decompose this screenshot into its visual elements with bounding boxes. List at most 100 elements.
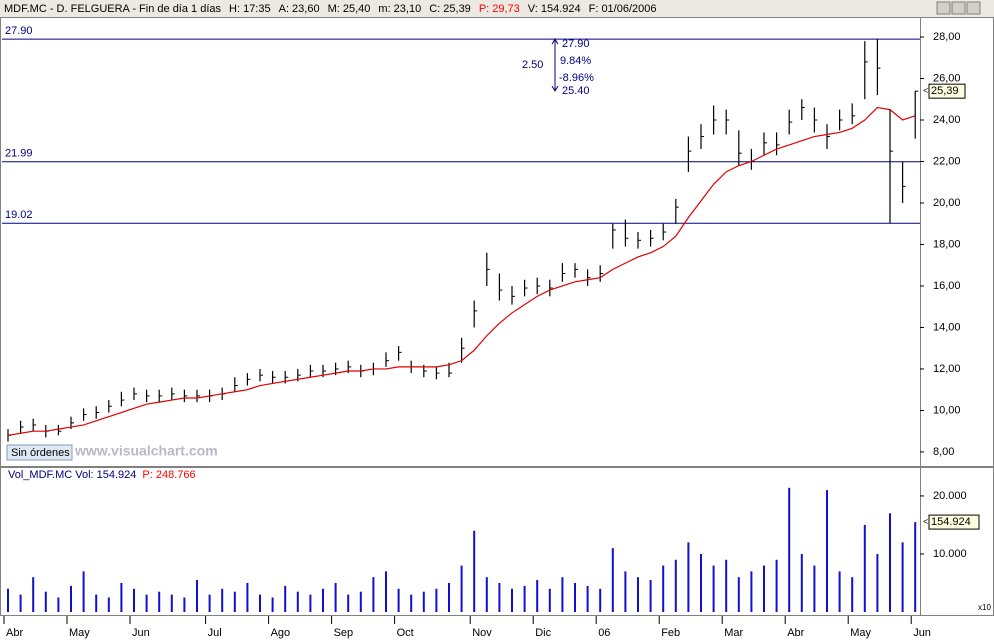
level-label: 19.02 <box>5 209 33 221</box>
volume-bar <box>95 594 98 612</box>
volume-bar <box>611 548 614 612</box>
header-item: H: 17:35 <box>229 3 271 15</box>
volume-bar <box>347 594 350 612</box>
x-tick-label: Jul <box>208 627 222 639</box>
volume-bar <box>561 577 564 612</box>
header-item: MDF.MC - D. FELGUERA - Fin de día 1 días <box>4 3 222 15</box>
header-item: F: 01/06/2006 <box>589 3 657 15</box>
volume-title: Vol_MDF.MC Vol: 154.924 <box>8 469 136 481</box>
volume-bar <box>422 591 425 612</box>
x-tick-label: Abr <box>787 627 804 639</box>
volume-bar <box>372 577 375 612</box>
volume-bar <box>233 591 236 612</box>
scale-label: x10 <box>978 603 991 612</box>
header-item: m: 23,10 <box>378 3 421 15</box>
x-tick-label: Nov <box>472 627 492 639</box>
volume-bar <box>637 577 639 612</box>
x-tick-label: Feb <box>661 627 680 639</box>
current-label: 25,39 <box>931 85 959 97</box>
y-tick-label: 20,00 <box>933 197 961 209</box>
y-tick-label: 18,00 <box>933 238 961 250</box>
window-buttons <box>936 1 981 15</box>
header-item: C: 25,39 <box>429 3 471 15</box>
current-label: 154.924 <box>931 516 971 528</box>
volume-bar <box>57 597 60 612</box>
y-tick-label: 8,00 <box>933 446 954 458</box>
y-tick-label: 24,00 <box>933 114 961 126</box>
volume-bar <box>435 588 438 612</box>
header-item: M: 25,40 <box>328 3 371 15</box>
x-tick-label: May <box>850 627 871 639</box>
y-tick-label: 26,00 <box>933 72 961 84</box>
volume-bar <box>876 553 879 612</box>
y-tick-label: 28,00 <box>933 31 961 43</box>
current-box <box>928 83 966 99</box>
header-item: V: 154.924 <box>528 3 581 15</box>
volume-bar <box>725 559 728 612</box>
volume-bar <box>889 513 891 612</box>
volume-bar <box>473 530 476 612</box>
x-tick-label: Sep <box>334 627 354 639</box>
maximize-button[interactable] <box>951 1 966 15</box>
volume-bar <box>750 571 753 612</box>
header-bar <box>0 0 994 17</box>
volume-bar <box>359 591 362 612</box>
volume-bar <box>7 588 9 612</box>
volume-bar <box>800 553 803 612</box>
volume-bar <box>208 594 211 612</box>
volume-bar <box>44 591 47 612</box>
x-tick-label: May <box>69 627 90 639</box>
close-button[interactable] <box>966 1 981 15</box>
moving-average <box>7 106 916 436</box>
volume-bar <box>196 580 198 612</box>
volume-bar <box>838 571 841 612</box>
volume-bar <box>485 577 488 612</box>
volume-bar <box>712 565 715 612</box>
y-tick-label: 16,00 <box>933 280 961 292</box>
volume-bar <box>296 591 299 612</box>
volume-bar <box>498 582 501 612</box>
volume-bar <box>599 588 602 612</box>
volume-bar <box>624 571 627 612</box>
minimize-button[interactable] <box>936 1 951 15</box>
header-item: A: 23,60 <box>279 3 320 15</box>
volume-bar <box>385 571 387 612</box>
volume-bar <box>737 577 740 612</box>
current-marker: < <box>923 86 928 96</box>
level-label: 21.99 <box>5 148 33 160</box>
measure-pct-up: 9.84% <box>560 55 591 67</box>
volume-bar <box>548 588 551 612</box>
volume-bar <box>271 597 274 612</box>
volume-bar <box>145 594 148 612</box>
y-tick-label: 14,00 <box>933 321 961 333</box>
volume-bar <box>536 580 539 612</box>
orders-button[interactable] <box>6 444 73 461</box>
volume-bar <box>662 565 665 612</box>
current-box <box>928 514 980 530</box>
volume-bar <box>448 582 450 612</box>
volume-bar <box>700 553 702 612</box>
orders-button-label[interactable]: Sin órdenes <box>11 447 70 459</box>
volume-bar <box>107 597 110 612</box>
volume-bar <box>813 565 816 612</box>
x-tick-label: Ago <box>271 627 291 639</box>
volume-bar <box>523 585 526 612</box>
header-item: P: 29,73 <box>479 3 520 15</box>
volume-bar <box>763 565 765 612</box>
volume-bar <box>334 582 337 612</box>
volume-bar <box>775 559 778 612</box>
x-tick-label: Dic <box>535 627 551 639</box>
measure-pct-down: -8.96% <box>559 72 594 84</box>
volume-bar <box>259 594 261 612</box>
volume-bar <box>851 577 854 612</box>
x-tick-label: Oct <box>397 627 414 639</box>
volume-bar <box>574 582 576 612</box>
volume-bar <box>70 585 72 612</box>
measure-low: 25.40 <box>562 85 590 97</box>
volume-bar <box>901 542 904 612</box>
volume-bar <box>674 559 677 612</box>
volume-bar <box>410 594 413 612</box>
volume-bar <box>863 524 866 612</box>
volume-bar <box>82 571 85 612</box>
